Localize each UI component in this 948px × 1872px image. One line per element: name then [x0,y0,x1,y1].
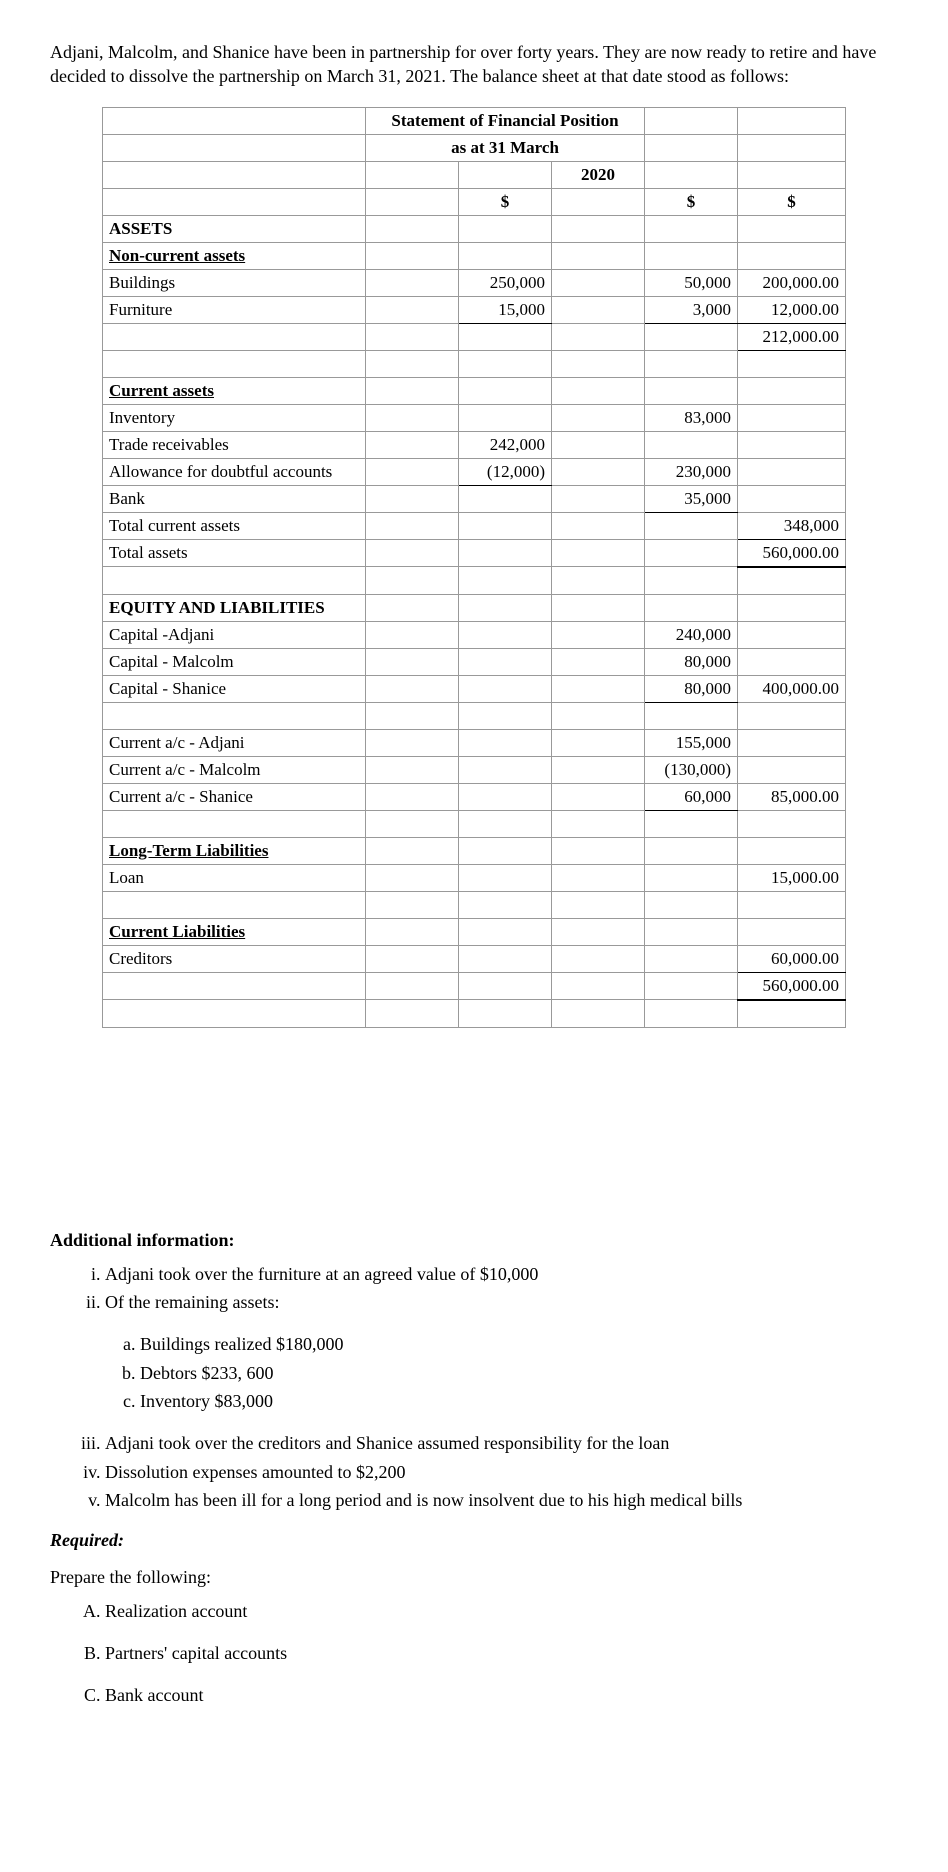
allow-c2: 230,000 [645,458,738,485]
furniture-c1: 15,000 [459,296,552,323]
addl-c: Inventory $83,000 [140,1387,898,1415]
bank-c2: 35,000 [645,485,738,512]
addl-v: Malcolm has been ill for a long period a… [105,1486,898,1514]
cap-s-c3: 400,000.00 [738,675,846,702]
bank-label: Bank [103,485,366,512]
buildings-c2: 50,000 [645,269,738,296]
cur-m-c2: (130,000) [645,756,738,783]
additional-list: Adjani took over the furniture at an agr… [50,1260,898,1317]
addl-b: Debtors $233, 600 [140,1359,898,1387]
inventory-c2: 83,000 [645,404,738,431]
addl-iv: Dissolution expenses amounted to $2,200 [105,1458,898,1486]
year: 2020 [552,161,645,188]
required-heading: Required: [50,1528,898,1552]
additional-heading: Additional information: [50,1228,898,1252]
furniture-c2: 3,000 [645,296,738,323]
prepare-text: Prepare the following: [50,1565,898,1589]
cred-c3: 60,000.00 [738,945,846,972]
dollar: $ [645,188,738,215]
allow-label: Allowance for doubtful accounts [103,458,366,485]
cur-s-c2: 60,000 [645,783,738,810]
cur-m-label: Current a/c - Malcolm [103,756,366,783]
tca-c3: 348,000 [738,512,846,539]
required-list: Realization account Partners' capital ac… [50,1597,898,1710]
tr-label: Trade receivables [103,431,366,458]
cap-a-label: Capital -Adjani [103,621,366,648]
balance-sheet-table: Statement of Financial Position as at 31… [102,107,846,1028]
cap-s-label: Capital - Shanice [103,675,366,702]
sub-list: Buildings realized $180,000 Debtors $233… [50,1330,898,1415]
addl-iii: Adjani took over the creditors and Shani… [105,1429,898,1457]
tca-label: Total current assets [103,512,366,539]
title-line1: Statement of Financial Position [366,107,645,134]
intro-text: Adjani, Malcolm, and Shanice have been i… [50,40,898,89]
cur-s-c3: 85,000.00 [738,783,846,810]
allow-c1: (12,000) [459,458,552,485]
furniture-c3: 12,000.00 [738,296,846,323]
cur-a-c2: 155,000 [645,729,738,756]
title-line2: as at 31 March [366,134,645,161]
cred-label: Creditors [103,945,366,972]
req-c: Bank account [105,1681,898,1709]
req-b: Partners' capital accounts [105,1639,898,1667]
loan-label: Loan [103,864,366,891]
cap-s-c2: 80,000 [645,675,738,702]
cap-m-c2: 80,000 [645,648,738,675]
addl-i: Adjani took over the furniture at an agr… [105,1260,898,1288]
nca-header: Non-current assets [103,242,366,269]
buildings-c3: 200,000.00 [738,269,846,296]
furniture-label: Furniture [103,296,366,323]
dollar: $ [738,188,846,215]
ta-label: Total assets [103,539,366,567]
ta-c3: 560,000.00 [738,539,846,567]
additional-list-cont: Adjani took over the creditors and Shani… [50,1429,898,1514]
buildings-c1: 250,000 [459,269,552,296]
tr-c1: 242,000 [459,431,552,458]
cl-header: Current Liabilities [103,918,366,945]
nca-total: 212,000.00 [738,323,846,350]
assets-header: ASSETS [103,215,366,242]
total: 560,000.00 [738,972,846,1000]
addl-ii: Of the remaining assets: [105,1288,898,1316]
inventory-label: Inventory [103,404,366,431]
eql-header: EQUITY AND LIABILITIES [103,594,366,621]
buildings-label: Buildings [103,269,366,296]
cur-a-label: Current a/c - Adjani [103,729,366,756]
cap-a-c2: 240,000 [645,621,738,648]
cap-m-label: Capital - Malcolm [103,648,366,675]
req-a: Realization account [105,1597,898,1625]
cur-s-label: Current a/c - Shanice [103,783,366,810]
dollar: $ [459,188,552,215]
addl-a: Buildings realized $180,000 [140,1330,898,1358]
ltl-header: Long-Term Liabilities [103,837,366,864]
loan-c3: 15,000.00 [738,864,846,891]
ca-header: Current assets [103,377,366,404]
